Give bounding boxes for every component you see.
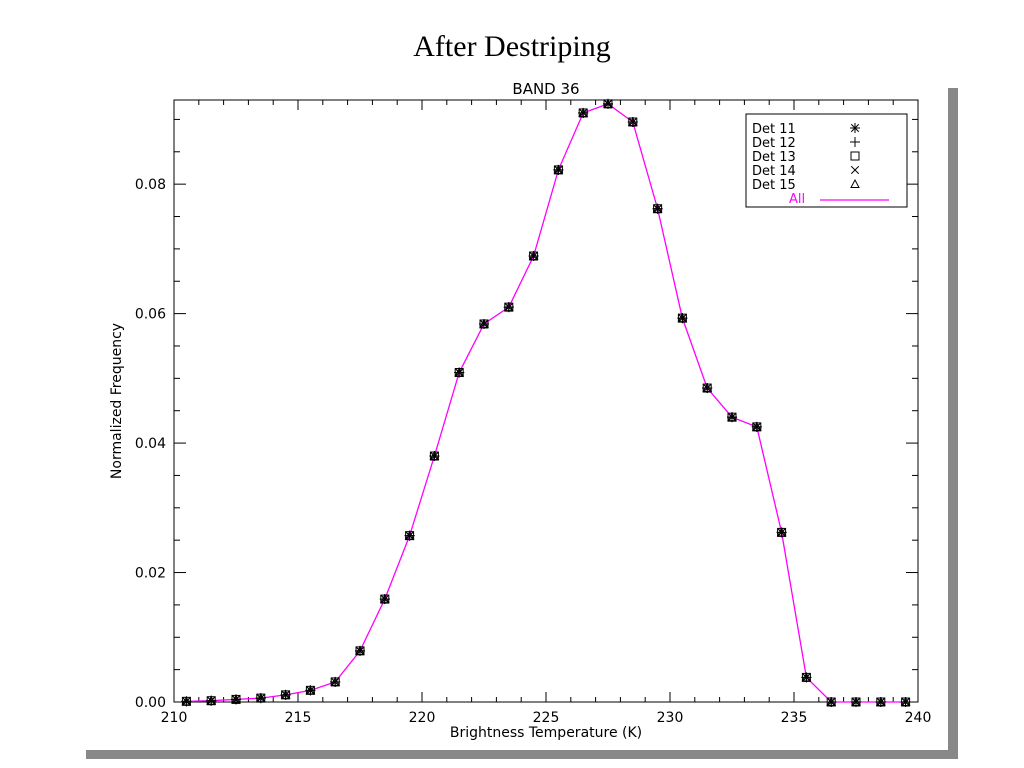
marker-x bbox=[827, 697, 836, 707]
marker-x bbox=[876, 697, 885, 707]
marker-triangle bbox=[255, 693, 266, 703]
marker-triangle bbox=[305, 685, 316, 695]
marker-x bbox=[281, 690, 290, 699]
marker-x bbox=[256, 694, 265, 703]
marker-x bbox=[579, 108, 588, 118]
marker-x bbox=[182, 697, 191, 706]
marker-x bbox=[231, 695, 241, 704]
marker-triangle bbox=[826, 696, 837, 706]
x-tick-label: 230 bbox=[657, 710, 684, 726]
marker-asterisk bbox=[850, 123, 860, 133]
marker-triangle bbox=[479, 318, 489, 328]
marker-x bbox=[355, 646, 365, 655]
marker-triangle bbox=[900, 696, 911, 706]
marker-triangle bbox=[578, 107, 589, 117]
marker-triangle bbox=[776, 527, 787, 537]
marker-triangle bbox=[206, 695, 217, 705]
marker-triangle bbox=[355, 645, 365, 655]
marker-triangle bbox=[851, 696, 861, 706]
marker-triangle bbox=[379, 594, 390, 604]
marker-x bbox=[703, 383, 712, 393]
legend-label: Det 13 bbox=[752, 150, 796, 165]
marker-triangle bbox=[850, 178, 860, 188]
x-tick-label: 225 bbox=[533, 710, 560, 726]
x-tick-label: 215 bbox=[285, 710, 312, 726]
marker-triangle bbox=[528, 250, 539, 261]
plot-shadow-right bbox=[948, 88, 958, 750]
marker-triangle bbox=[404, 530, 415, 540]
y-tick-label: 0.00 bbox=[135, 695, 166, 711]
marker-triangle bbox=[702, 382, 713, 393]
marker-x bbox=[207, 696, 216, 705]
marker-x bbox=[479, 319, 489, 329]
legend-box bbox=[745, 113, 908, 208]
marker-x bbox=[802, 673, 811, 682]
x-tick-label: 240 bbox=[905, 710, 932, 726]
marker-plus bbox=[850, 137, 860, 147]
marker-triangle bbox=[801, 672, 812, 682]
marker-x bbox=[752, 422, 761, 431]
x-tick-label: 235 bbox=[781, 710, 808, 726]
slide-title: After Destriping bbox=[413, 30, 611, 63]
marker-triangle bbox=[652, 203, 663, 213]
x-tick-label: 220 bbox=[409, 710, 436, 726]
y-tick-label: 0.02 bbox=[135, 566, 166, 582]
chart-title: BAND 36 bbox=[512, 80, 579, 98]
axis-tick-labels: 210 215 220 225 230 235 240 0.00 0.02 0.04 0.06 0.0… bbox=[135, 177, 932, 726]
y-tick-label: 0.06 bbox=[135, 307, 166, 323]
marker-x bbox=[331, 677, 340, 687]
plot-shadow-bottom bbox=[86, 750, 958, 759]
marker-x bbox=[678, 314, 687, 323]
marker-triangle bbox=[181, 696, 192, 706]
marker-triangle bbox=[727, 412, 737, 422]
marker-triangle bbox=[603, 98, 613, 108]
marker-triangle bbox=[553, 164, 564, 174]
marker-x bbox=[603, 99, 613, 108]
legend-label: Det 14 bbox=[752, 164, 796, 179]
marker-triangle bbox=[429, 450, 440, 461]
marker-x bbox=[554, 165, 563, 175]
y-tick-label: 0.04 bbox=[135, 436, 166, 452]
legend-label: All bbox=[789, 192, 805, 207]
marker-triangle bbox=[503, 302, 514, 312]
marker-square bbox=[850, 151, 860, 161]
marker-triangle bbox=[280, 689, 291, 699]
marker-x bbox=[850, 165, 860, 175]
marker-x bbox=[901, 697, 910, 707]
marker-triangle bbox=[875, 696, 886, 706]
marker-triangle bbox=[677, 313, 688, 323]
marker-x bbox=[455, 368, 464, 377]
marker-triangle bbox=[454, 367, 465, 377]
data-markers bbox=[181, 98, 911, 707]
marker-x bbox=[306, 686, 315, 695]
marker-x bbox=[727, 413, 737, 422]
marker-x bbox=[380, 594, 389, 604]
legend-label: Det 11 bbox=[752, 122, 796, 137]
y-tick-label: 0.08 bbox=[135, 177, 166, 193]
marker-triangle bbox=[627, 116, 638, 127]
marker-x bbox=[653, 204, 662, 213]
marker-triangle bbox=[231, 694, 241, 704]
marker-x bbox=[405, 531, 414, 540]
marker-x bbox=[504, 303, 513, 312]
x-axis-label: Brightness Temperature (K) bbox=[450, 725, 642, 741]
x-tick-label: 210 bbox=[161, 710, 188, 726]
marker-x bbox=[777, 528, 786, 537]
legend-label: Det 15 bbox=[752, 178, 796, 193]
marker-x bbox=[430, 451, 439, 461]
y-axis-label: Normalized Frequency bbox=[109, 323, 125, 479]
marker-x bbox=[851, 697, 861, 707]
axis-ticks bbox=[173, 100, 919, 703]
marker-triangle bbox=[330, 676, 341, 686]
legend-label: Det 12 bbox=[752, 136, 796, 151]
marker-x bbox=[529, 251, 538, 261]
marker-x bbox=[628, 117, 637, 127]
marker-triangle bbox=[751, 421, 762, 431]
